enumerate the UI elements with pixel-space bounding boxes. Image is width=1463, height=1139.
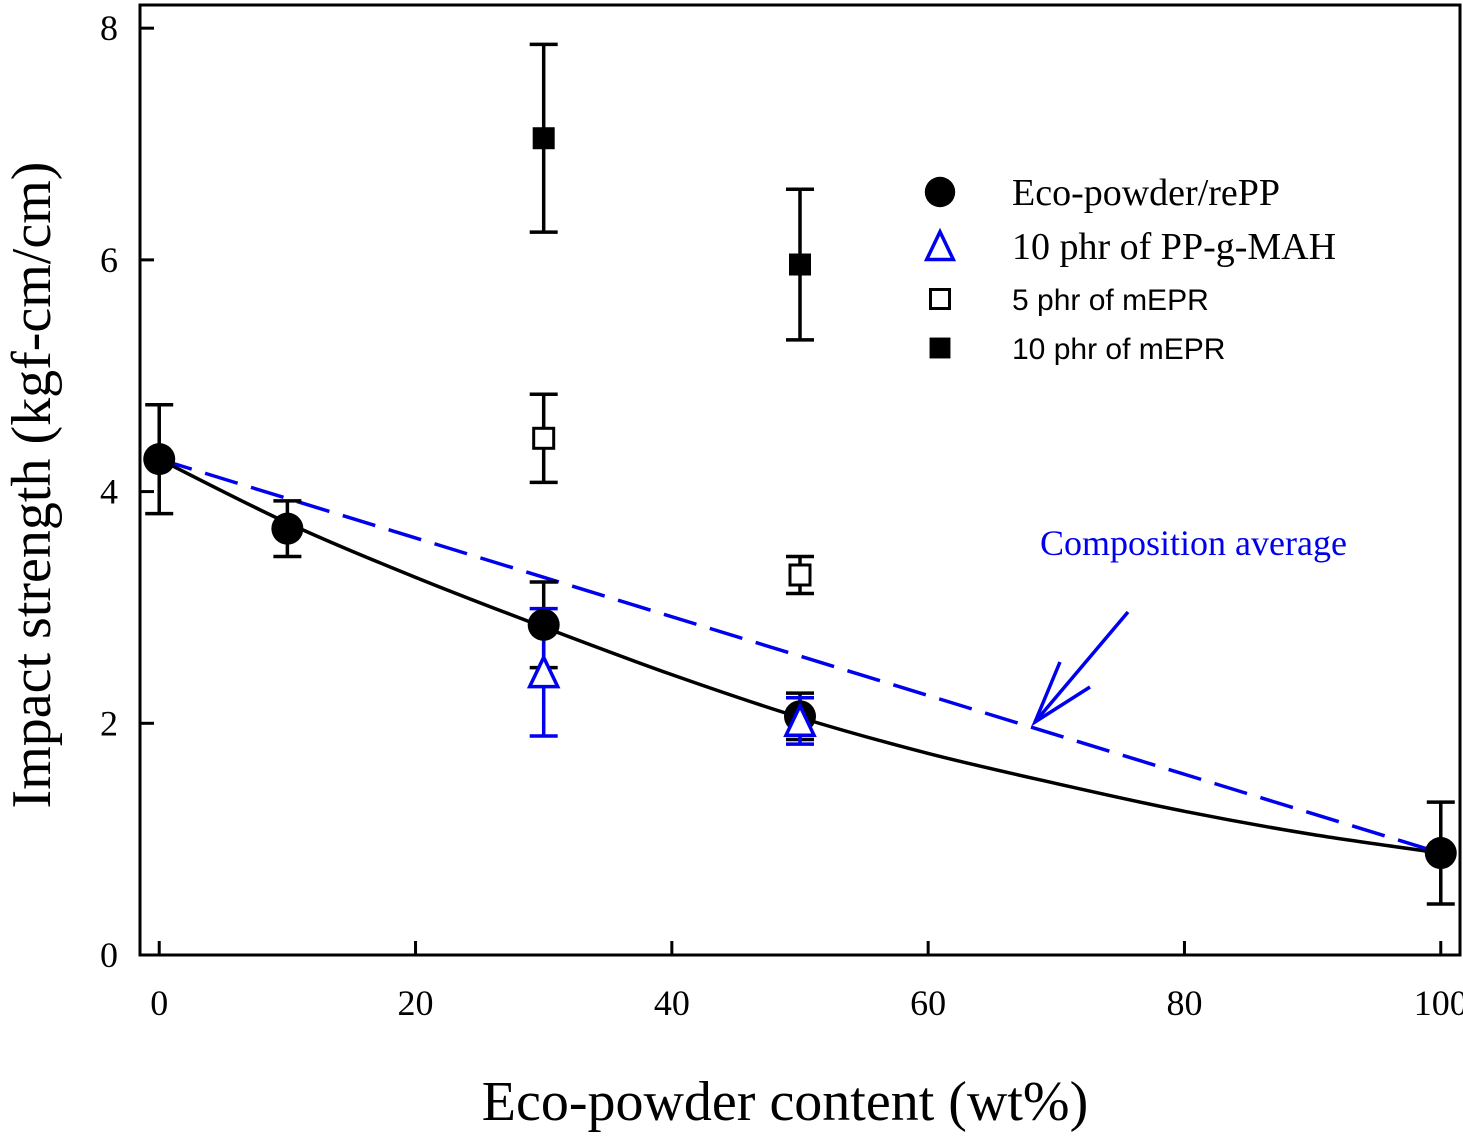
legend-marker <box>923 227 957 262</box>
annotation-composition-average: Composition average <box>1040 523 1347 563</box>
x-tick-label: 20 <box>398 983 434 1023</box>
legend-label: 10 phr of mEPR <box>1012 333 1225 366</box>
x-tick-label: 0 <box>150 983 168 1023</box>
x-tick-label: 80 <box>1166 983 1202 1023</box>
data-point-open-triangle <box>783 701 817 737</box>
y-axis-label: Impact strength (kgf-cm/cm) <box>1 162 63 809</box>
legend-label: 5 phr of mEPR <box>1012 284 1209 317</box>
composition-average-line <box>158 457 1442 855</box>
legend-marker <box>924 176 956 208</box>
data-point-open-triangle <box>526 653 561 689</box>
legend-marker <box>929 337 951 359</box>
x-tick-label: 60 <box>910 983 946 1023</box>
legend-label: Eco-powder/rePP <box>1012 172 1280 214</box>
plot-frame <box>138 3 1462 957</box>
data-point-open-square <box>788 563 812 587</box>
legend-label: 10 phr of PP-g-MAH <box>1012 226 1336 268</box>
data-point-filled-square <box>789 253 811 276</box>
data-point-filled-circle <box>271 512 304 545</box>
x-tick-label: 100 <box>1414 983 1463 1023</box>
annotation-arrow-head <box>1031 661 1091 727</box>
y-tick-label: 6 <box>100 240 118 280</box>
y-tick-label: 8 <box>100 8 118 48</box>
x-axis-label: Eco-powder content (wt%) <box>482 1071 1088 1133</box>
data-point-filled-circle <box>143 443 176 476</box>
data-point-filled-circle <box>1424 837 1457 870</box>
x-tick-label: 40 <box>654 983 690 1023</box>
data-point-filled-square <box>532 127 555 150</box>
annotation-arrow-shaft <box>1033 610 1130 724</box>
y-tick-label: 2 <box>100 703 118 743</box>
y-tick-label: 0 <box>100 935 118 975</box>
data-point-filled-circle <box>527 608 560 641</box>
y-tick-label: 4 <box>100 472 118 512</box>
legend-marker <box>929 288 951 310</box>
data-point-open-square <box>532 426 556 450</box>
